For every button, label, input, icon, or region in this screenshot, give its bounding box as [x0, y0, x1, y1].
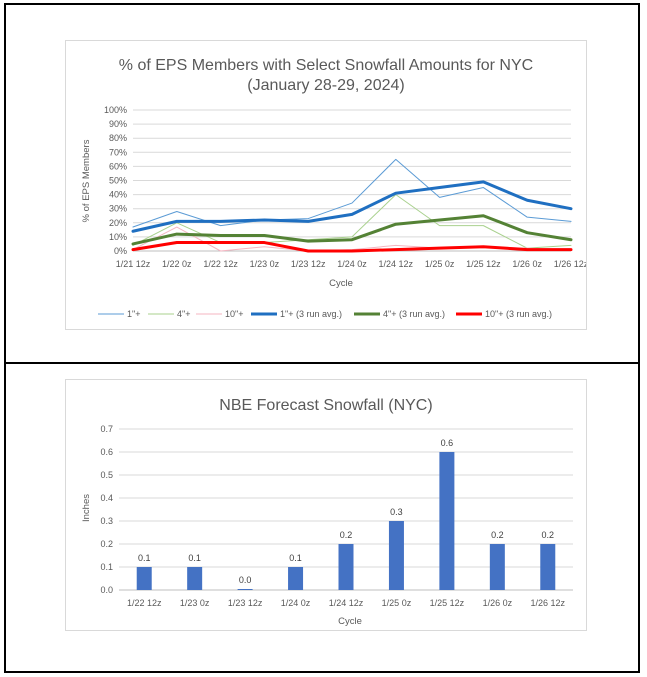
x-tick-label: 1/23 12z [291, 259, 326, 269]
bar [288, 567, 304, 590]
x-axis-title: Cycle [338, 616, 362, 627]
x-tick-label: 1/24 12z [329, 598, 364, 608]
data-labels: 0.1 0.1 0.0 0.1 0.2 0.3 0.6 0.2 0.2 [138, 438, 554, 585]
x-tick-label: 1/23 0z [180, 598, 210, 608]
chart-title: NBE Forecast Snowfall (NYC) [219, 397, 432, 414]
chart-title: % of EPS Members with Select Snowfall Am… [119, 57, 533, 74]
series-lines [131, 158, 573, 253]
bottom-panel: NBE Forecast Snowfall (NYC) 0.0 0.1 0.2 0.3… [4, 364, 640, 673]
x-tick-labels: 1/21 12z 1/22 0z 1/22 12z 1/23 0z 1/23 12z 1/… [116, 259, 589, 269]
legend-label-0: 1"+ [127, 309, 140, 319]
y-tick-label: 90% [109, 119, 127, 129]
x-tick-label: 1/22 0z [162, 259, 192, 269]
series-line-0 [132, 158, 572, 228]
bar [237, 589, 253, 590]
y-tick-label: 20% [109, 218, 127, 228]
bar [388, 521, 404, 590]
y-tick-label: 70% [109, 147, 127, 157]
y-tick-labels: 0% 10% 20% 30% 40% 50% 60% 70% 80% 90% 100% [104, 105, 127, 256]
series-line-5 [131, 241, 573, 253]
x-tick-label: 1/22 12z [203, 259, 238, 269]
y-tick-label: 100% [104, 105, 127, 115]
bar [187, 567, 203, 590]
x-tick-label: 1/26 12z [531, 598, 566, 608]
bar [338, 544, 354, 590]
data-label: 0.6 [441, 438, 454, 448]
series-line-3 [131, 180, 573, 233]
y-tick-label: 0.1 [100, 562, 113, 572]
bar [439, 452, 455, 590]
y-tick-labels: 0.0 0.1 0.2 0.3 0.4 0.5 0.6 0.7 [100, 424, 113, 595]
data-label: 0.1 [138, 553, 151, 563]
y-tick-label: 0.0 [100, 585, 113, 595]
x-tick-label: 1/26 0z [512, 259, 542, 269]
data-label: 0.2 [340, 530, 353, 540]
x-tick-label: 1/21 12z [116, 259, 151, 269]
eps-chart-frame: % of EPS Members with Select Snowfall Am… [65, 40, 589, 330]
data-label: 0.1 [289, 553, 302, 563]
y-tick-label: 0.7 [100, 424, 113, 434]
eps-snowfall-line-chart: % of EPS Members with Select Snowfall Am… [81, 57, 589, 319]
x-tick-label: 1/24 0z [281, 598, 311, 608]
y-tick-label: 80% [109, 133, 127, 143]
x-tick-label: 1/23 12z [228, 598, 263, 608]
data-label: 0.2 [491, 530, 504, 540]
legend-label-1: 4"+ [177, 309, 190, 319]
x-tick-labels: 1/22 12z 1/23 0z 1/23 12z 1/24 0z 1/24 12z 1/… [127, 598, 566, 608]
data-label: 0.1 [188, 553, 201, 563]
bars [136, 452, 556, 590]
gridlines [133, 109, 571, 252]
nbe-snowfall-bar-chart: NBE Forecast Snowfall (NYC) 0.0 0.1 0.2 0.3… [81, 397, 573, 627]
x-axis-title: Cycle [329, 278, 353, 289]
y-tick-label: 0.4 [100, 493, 113, 503]
x-tick-label: 1/25 0z [382, 598, 412, 608]
bar [540, 544, 556, 590]
y-axis-title: % of EPS Members [81, 139, 92, 222]
x-tick-label: 1/22 12z [127, 598, 162, 608]
x-tick-label: 1/26 0z [483, 598, 513, 608]
data-label: 0.2 [542, 530, 555, 540]
y-tick-label: 0.6 [100, 447, 113, 457]
x-tick-label: 1/24 0z [337, 259, 367, 269]
y-axis-title: Inches [81, 494, 92, 522]
bar [489, 544, 505, 590]
x-tick-label: 1/23 0z [250, 259, 280, 269]
y-tick-label: 0% [114, 246, 127, 256]
y-tick-label: 40% [109, 190, 127, 200]
series-line-4 [131, 214, 573, 246]
legend-label-5: 10"+ (3 run avg.) [485, 309, 552, 319]
x-tick-label: 1/25 12z [430, 598, 465, 608]
top-panel: % of EPS Members with Select Snowfall Am… [4, 3, 640, 364]
nbe-chart-frame: NBE Forecast Snowfall (NYC) 0.0 0.1 0.2 0.3… [65, 379, 587, 631]
legend-label-4: 4"+ (3 run avg.) [383, 309, 445, 319]
y-tick-label: 60% [109, 161, 127, 171]
legend-label-3: 1"+ (3 run avg.) [280, 309, 342, 319]
data-label: 0.0 [239, 575, 252, 585]
data-label: 0.3 [390, 507, 403, 517]
y-tick-label: 10% [109, 232, 127, 242]
y-tick-label: 50% [109, 176, 127, 186]
x-tick-label: 1/25 0z [425, 259, 455, 269]
legend-label-2: 10"+ [225, 309, 243, 319]
legend: 1"+ 4"+ 10"+ 1"+ (3 run avg.) 4"+ (3 run avg… [98, 309, 552, 319]
y-tick-label: 30% [109, 204, 127, 214]
y-tick-label: 0.3 [100, 516, 113, 526]
bar [136, 567, 152, 590]
x-tick-label: 1/24 12z [379, 259, 414, 269]
x-tick-label: 1/25 12z [466, 259, 501, 269]
chart-subtitle: (January 28-29, 2024) [247, 77, 404, 94]
y-tick-label: 0.2 [100, 539, 113, 549]
y-tick-label: 0.5 [100, 470, 113, 480]
x-tick-label: 1/26 12z [554, 259, 586, 269]
